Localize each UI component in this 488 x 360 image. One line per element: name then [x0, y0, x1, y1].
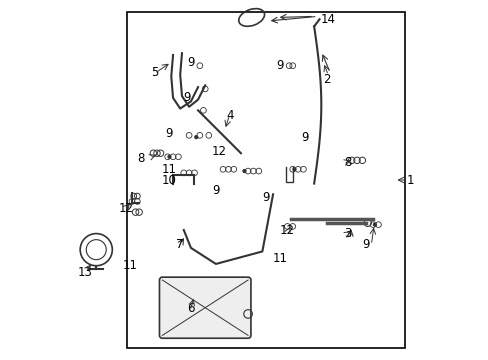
Text: 1: 1 [406, 174, 413, 186]
Text: 14: 14 [320, 13, 335, 26]
Text: 11: 11 [272, 252, 287, 265]
FancyBboxPatch shape [159, 277, 250, 338]
Text: 13: 13 [78, 266, 93, 279]
Text: 12: 12 [119, 202, 134, 215]
Text: 6: 6 [187, 302, 194, 315]
Text: 11: 11 [162, 163, 177, 176]
Circle shape [194, 136, 197, 139]
Text: 5: 5 [151, 66, 159, 79]
Circle shape [292, 168, 295, 171]
Text: 7: 7 [176, 238, 183, 251]
Text: 2: 2 [322, 73, 330, 86]
Circle shape [168, 156, 171, 158]
Text: 9: 9 [301, 131, 308, 144]
Text: 12: 12 [279, 224, 294, 237]
Text: 8: 8 [137, 152, 144, 165]
Text: 9: 9 [187, 55, 194, 69]
Text: 12: 12 [212, 145, 226, 158]
Text: 9: 9 [183, 91, 191, 104]
Text: 9: 9 [212, 184, 219, 197]
Text: 11: 11 [122, 259, 138, 272]
Bar [126, 12, 405, 348]
Text: 9: 9 [276, 59, 284, 72]
Text: 3: 3 [344, 227, 351, 240]
Text: 9: 9 [165, 127, 173, 140]
Text: 10: 10 [162, 174, 177, 186]
Circle shape [243, 170, 245, 172]
Text: 9: 9 [362, 238, 369, 251]
Circle shape [373, 223, 376, 226]
Text: 9: 9 [262, 192, 269, 204]
Text: 8: 8 [344, 156, 351, 168]
Text: 4: 4 [226, 109, 233, 122]
